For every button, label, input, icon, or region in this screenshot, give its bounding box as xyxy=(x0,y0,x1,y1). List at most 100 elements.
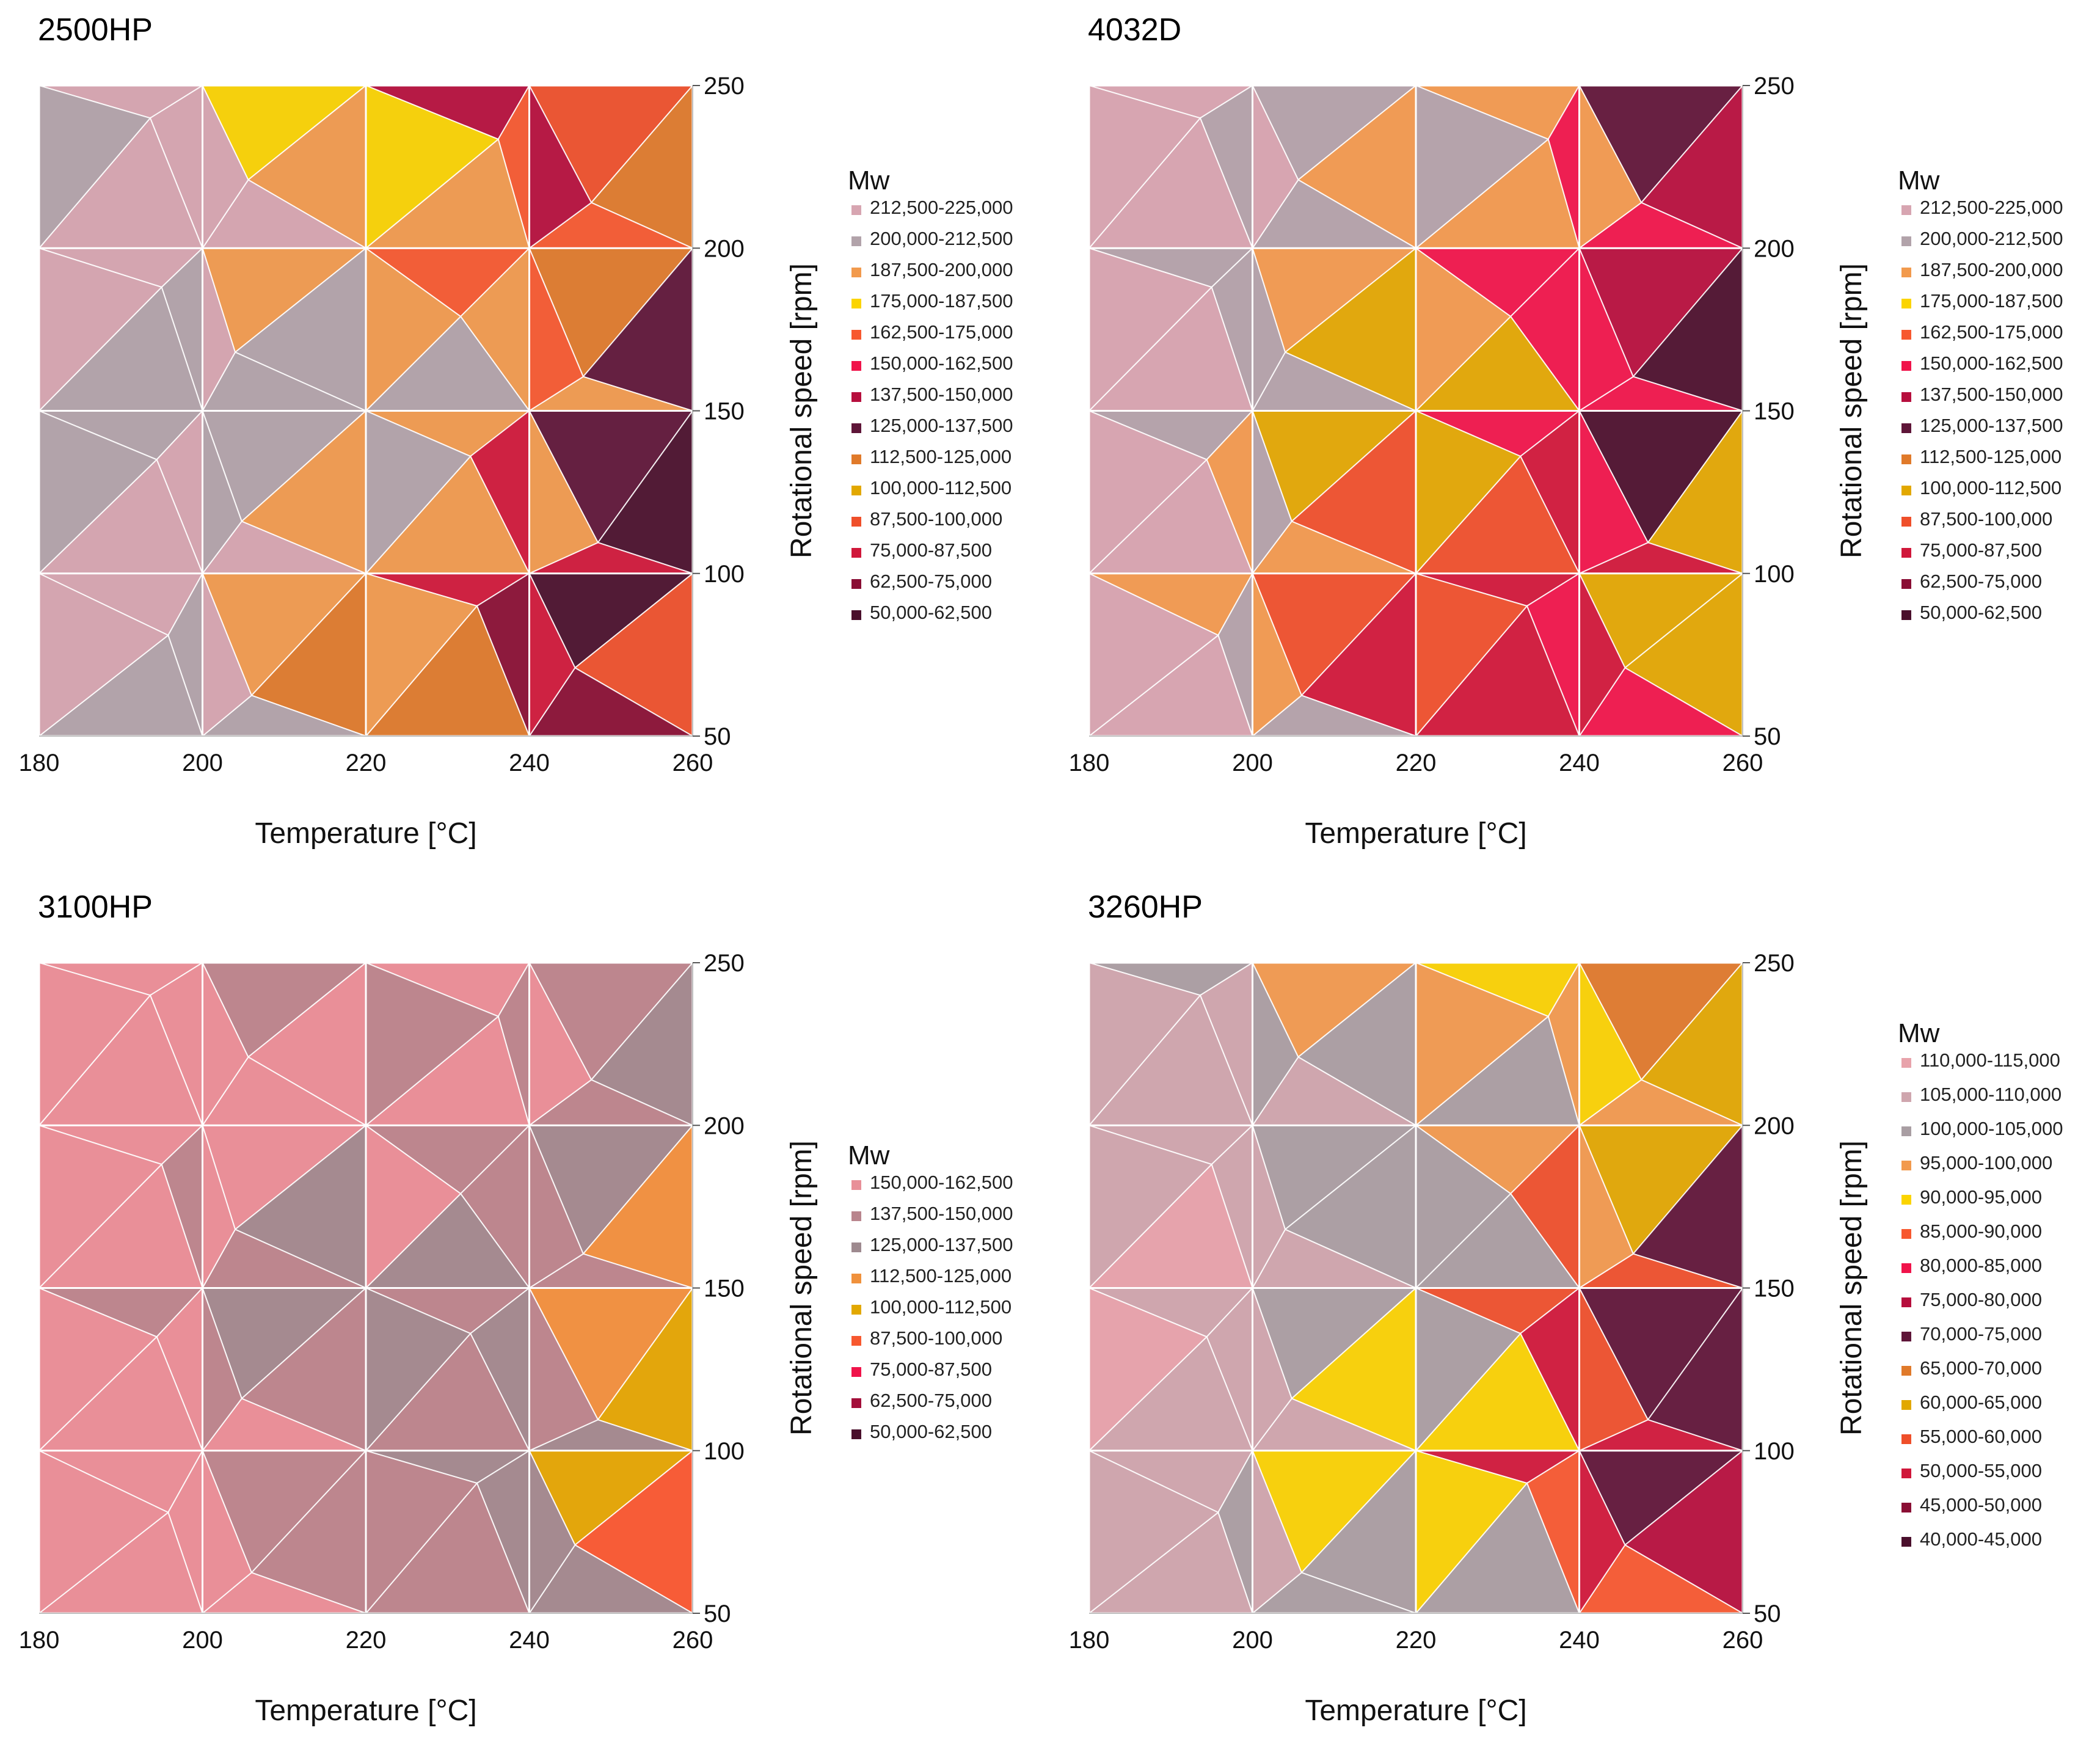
legend-label-10: 87,500-100,000 xyxy=(1920,508,2052,530)
x-tick-label-220: 220 xyxy=(1396,1627,1437,1654)
contour-region-0-0-left xyxy=(39,963,151,1126)
legend-swatch-5 xyxy=(1901,1229,1911,1239)
contour-region-3-0-left xyxy=(39,1450,170,1613)
legend-label-4: 162,500-175,000 xyxy=(870,321,1013,343)
legend-label-8: 112,500-125,000 xyxy=(870,446,1012,467)
legend-label-0: 212,500-225,000 xyxy=(1920,197,2063,218)
x-tick-label-260: 260 xyxy=(1723,1627,1763,1654)
chart-title: 4032D xyxy=(1088,12,1181,48)
legend-swatch-6 xyxy=(1901,392,1911,402)
legend-label-12: 50,000-55,000 xyxy=(1920,1460,2042,1481)
y-tick-label-50: 50 xyxy=(704,723,731,750)
legend-label-0: 110,000-115,000 xyxy=(1920,1049,2060,1071)
legend-label-2: 187,500-200,000 xyxy=(870,259,1013,280)
y-tick-label-250: 250 xyxy=(1754,73,1795,100)
x-tick-label-260: 260 xyxy=(673,750,713,776)
legend-swatch-4 xyxy=(1901,330,1911,340)
legend-label-13: 45,000-50,000 xyxy=(1920,1494,2042,1516)
legend-swatch-3 xyxy=(1901,1161,1911,1170)
legend-swatch-3 xyxy=(851,1274,861,1283)
legend-swatch-14 xyxy=(1901,1537,1911,1547)
legend-swatch-12 xyxy=(851,579,861,589)
contour-chart-2500hp: 2500HP 180 200 220 240 260 250 200 150 100 50 Tempe… xyxy=(19,12,1013,850)
panel-4032d: 4032D 180 200 220 240 260 250 200 150 100 50 Temper… xyxy=(1050,0,2100,877)
legend-label-5: 150,000-162,500 xyxy=(870,352,1013,374)
legend-swatch-2 xyxy=(851,268,861,277)
legend-swatch-8 xyxy=(1901,1332,1911,1341)
x-tick-label-260: 260 xyxy=(1723,750,1763,776)
y-tick-label-250: 250 xyxy=(704,73,745,100)
legend-swatch-7 xyxy=(1901,423,1911,433)
y-tick-label-100: 100 xyxy=(1754,1438,1795,1465)
legend-label-2: 187,500-200,000 xyxy=(1920,259,2063,280)
y-tick-label-150: 150 xyxy=(704,398,745,425)
legend-label-1: 137,500-150,000 xyxy=(870,1203,1013,1224)
y-tick-label-200: 200 xyxy=(704,1112,745,1139)
contour-region-3-0-left xyxy=(1089,572,1220,736)
legend-label-9: 65,000-70,000 xyxy=(1920,1357,2042,1379)
legend-swatch-3 xyxy=(1901,299,1911,308)
panel-3260hp: 3260HP 180 200 220 240 260 250 200 150 100 50 Tempe… xyxy=(1050,877,2100,1754)
legend-swatch-8 xyxy=(851,1429,861,1439)
legend-swatch-1 xyxy=(851,236,861,246)
legend-label-10: 60,000-65,000 xyxy=(1920,1392,2042,1413)
legend-swatch-10 xyxy=(1901,1400,1911,1410)
legend-label-8: 112,500-125,000 xyxy=(1920,446,2062,467)
legend-swatch-0 xyxy=(1901,1058,1911,1068)
contour-chart-4032d: 4032D 180 200 220 240 260 250 200 150 100 50 Temper… xyxy=(1069,12,2063,850)
legend-swatch-0 xyxy=(851,205,861,215)
legend-label-3: 95,000-100,000 xyxy=(1920,1152,2052,1173)
x-tick-label-180: 180 xyxy=(19,1627,60,1654)
x-tick-label-240: 240 xyxy=(509,1627,550,1654)
legend-label-7: 62,500-75,000 xyxy=(870,1390,992,1411)
x-axis-label: Temperature [°C] xyxy=(255,1695,476,1727)
y-tick-label-200: 200 xyxy=(1754,1112,1795,1139)
contour-region-1-0-left xyxy=(1089,247,1213,412)
y-axis-label: Rotational speed [rpm] xyxy=(786,263,818,558)
legend-label-11: 75,000-87,500 xyxy=(870,539,992,561)
legend-title: Mw xyxy=(1898,166,1940,195)
y-tick-label-200: 200 xyxy=(704,235,745,262)
x-axis-label: Temperature [°C] xyxy=(1305,817,1526,850)
legend-title: Mw xyxy=(848,1140,890,1170)
legend-swatch-4 xyxy=(851,1305,861,1315)
y-tick-label-200: 200 xyxy=(1754,235,1795,262)
y-axis-label: Rotational speed [rpm] xyxy=(1836,263,1868,558)
chart-title: 3260HP xyxy=(1088,889,1203,925)
x-tick-label-240: 240 xyxy=(1559,1627,1600,1654)
legend-swatch-7 xyxy=(851,1398,861,1408)
legend-swatch-10 xyxy=(851,517,861,527)
legend-label-13: 50,000-62,500 xyxy=(870,602,992,623)
legend-swatch-1 xyxy=(1901,1092,1911,1102)
legend-swatch-13 xyxy=(1901,610,1911,620)
legend-label-2: 100,000-105,000 xyxy=(1920,1118,2063,1139)
contour-region-3-0-left xyxy=(1089,1450,1220,1613)
x-tick-label-240: 240 xyxy=(509,750,550,776)
legend-label-2: 125,000-137,500 xyxy=(870,1234,1013,1255)
legend-label-6: 75,000-87,500 xyxy=(870,1359,992,1380)
legend-label-7: 125,000-137,500 xyxy=(1920,415,2063,436)
legend-swatch-1 xyxy=(1901,236,1911,246)
legend-label-4: 162,500-175,000 xyxy=(1920,321,2063,343)
panel-3100hp: 3100HP 180 200 220 240 260 250 200 150 100 50 Tempe… xyxy=(0,877,1050,1754)
y-tick-label-100: 100 xyxy=(704,561,745,588)
y-tick-label-100: 100 xyxy=(1754,561,1795,588)
x-tick-label-200: 200 xyxy=(182,1627,223,1654)
legend-label-0: 212,500-225,000 xyxy=(870,197,1013,218)
y-tick-label-50: 50 xyxy=(1754,723,1781,750)
legend-label-9: 100,000-112,500 xyxy=(1920,477,2062,498)
legend-swatch-3 xyxy=(851,299,861,308)
legend-swatch-11 xyxy=(1901,1434,1911,1444)
contour-region-2-0-left xyxy=(1089,410,1208,575)
legend-label-3: 175,000-187,500 xyxy=(870,290,1013,312)
legend-swatch-9 xyxy=(1901,1366,1911,1376)
y-axis-label: Rotational speed [rpm] xyxy=(1836,1140,1868,1436)
legend-label-1: 200,000-212,500 xyxy=(1920,228,2063,249)
x-axis-label: Temperature [°C] xyxy=(1305,1695,1526,1727)
legend-label-10: 87,500-100,000 xyxy=(870,508,1002,530)
legend-swatch-11 xyxy=(851,548,861,558)
legend-label-12: 62,500-75,000 xyxy=(1920,571,2042,592)
legend-swatch-11 xyxy=(1901,548,1911,558)
legend-swatch-9 xyxy=(1901,486,1911,495)
x-tick-label-220: 220 xyxy=(1396,750,1437,776)
